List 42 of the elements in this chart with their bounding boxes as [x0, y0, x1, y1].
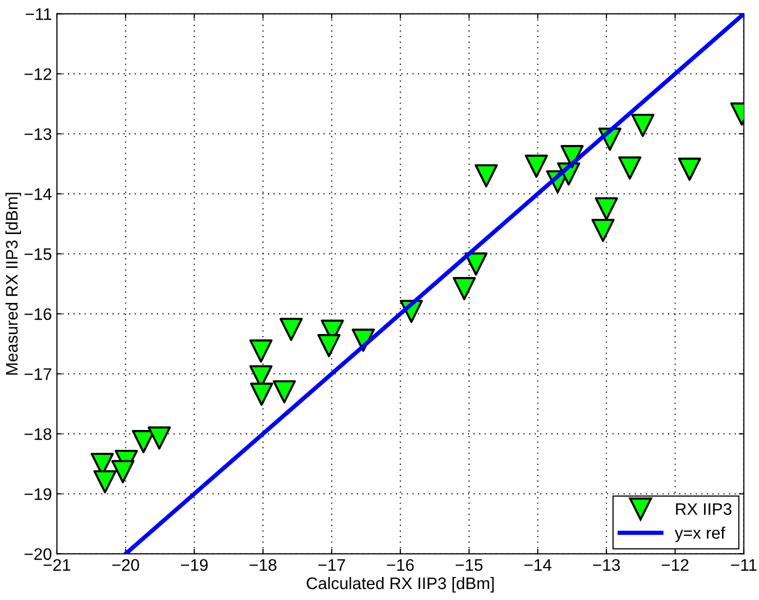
point — [594, 197, 618, 220]
y-tick-label: −11 — [26, 8, 52, 20]
y-tick-label: −14 — [24, 188, 52, 200]
y-tick-label: −13 — [24, 128, 52, 140]
point — [250, 382, 274, 406]
x-tick-label: −17 — [318, 559, 345, 571]
y-tick-label: −18 — [24, 428, 52, 440]
point — [678, 158, 702, 181]
x-axis-title: Calculated RX IIP3 [dBm] — [306, 576, 494, 593]
x-tick-label: −11 — [731, 559, 757, 571]
point — [148, 426, 171, 450]
point — [524, 154, 548, 178]
x-tick-label: −13 — [593, 559, 620, 571]
x-tick-label: −14 — [524, 559, 552, 571]
y-tick-label: −20 — [24, 548, 52, 560]
x-tick-label: −15 — [456, 559, 482, 571]
y-tick-label: −12 — [24, 68, 52, 80]
point — [111, 460, 134, 484]
point — [618, 156, 642, 180]
legend-label: y=x ref — [674, 526, 726, 542]
x-tick-label: −21 — [44, 559, 70, 571]
x-tick-label: −20 — [112, 559, 140, 571]
point — [474, 164, 498, 188]
point — [464, 252, 488, 276]
x-tick-label: −18 — [250, 559, 276, 571]
point — [452, 277, 476, 300]
point — [591, 218, 615, 242]
point — [272, 380, 296, 404]
point — [317, 334, 341, 358]
y-tick-label: −19 — [24, 488, 52, 500]
point — [93, 470, 117, 494]
x-tick-label: −19 — [180, 559, 208, 571]
y-tick-label: −16 — [24, 308, 52, 320]
point — [631, 114, 654, 137]
point — [280, 318, 303, 341]
y-tick-label: −15 — [24, 248, 52, 260]
y-axis-title: Measured RX IIP3 [dBm] — [5, 192, 22, 375]
point — [249, 339, 273, 363]
legend-label: RX IIP3 — [676, 503, 732, 515]
x-tick-label: −12 — [662, 559, 688, 571]
y-tick-label: −17 — [24, 368, 52, 380]
x-tick-label: −16 — [387, 559, 414, 571]
